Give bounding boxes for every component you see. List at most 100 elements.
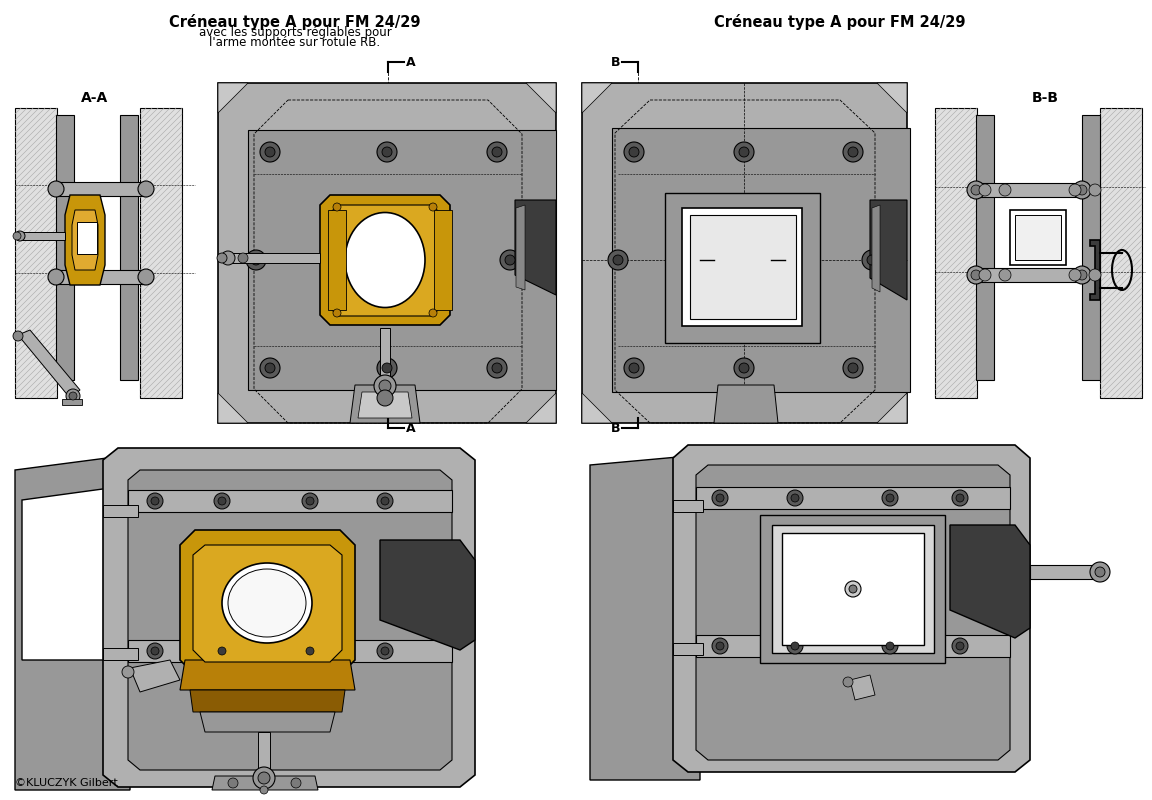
Polygon shape	[526, 83, 556, 113]
Circle shape	[787, 638, 803, 654]
Circle shape	[1089, 269, 1101, 281]
Bar	[582, 83, 907, 423]
Polygon shape	[200, 712, 335, 732]
Circle shape	[221, 251, 235, 265]
Polygon shape	[15, 455, 130, 790]
Circle shape	[382, 147, 392, 157]
Bar	[77, 222, 97, 254]
Polygon shape	[515, 200, 556, 295]
Polygon shape	[582, 393, 612, 423]
Bar	[20, 232, 65, 240]
Bar	[782, 533, 924, 645]
Circle shape	[862, 250, 882, 270]
Polygon shape	[358, 392, 412, 418]
Circle shape	[712, 490, 728, 506]
Polygon shape	[850, 675, 876, 700]
Circle shape	[952, 638, 968, 654]
Bar	[696, 635, 1010, 657]
Text: B-B: B-B	[1031, 91, 1059, 105]
Circle shape	[151, 497, 159, 505]
Bar	[935, 108, 977, 398]
Circle shape	[505, 255, 515, 265]
Text: B: B	[611, 55, 620, 69]
Circle shape	[265, 363, 275, 373]
Bar	[128, 490, 452, 512]
Circle shape	[882, 638, 899, 654]
Circle shape	[377, 142, 397, 162]
Circle shape	[217, 253, 227, 263]
Bar	[976, 183, 1082, 197]
Circle shape	[238, 253, 248, 263]
Ellipse shape	[344, 213, 425, 307]
Circle shape	[967, 181, 985, 199]
Circle shape	[717, 494, 723, 502]
Polygon shape	[380, 540, 475, 650]
Ellipse shape	[228, 569, 306, 637]
Polygon shape	[1090, 240, 1100, 300]
Circle shape	[381, 647, 389, 655]
Bar	[1010, 210, 1066, 265]
Circle shape	[374, 375, 396, 397]
Bar	[772, 525, 934, 653]
Circle shape	[253, 767, 275, 789]
Circle shape	[66, 389, 79, 403]
Bar	[258, 732, 270, 777]
Circle shape	[971, 185, 982, 195]
Circle shape	[260, 142, 280, 162]
Circle shape	[151, 647, 159, 655]
Circle shape	[492, 147, 502, 157]
Text: A: A	[406, 422, 416, 434]
Circle shape	[734, 358, 755, 378]
Bar	[15, 108, 56, 398]
Bar	[696, 487, 1010, 509]
Circle shape	[956, 642, 964, 650]
Circle shape	[251, 255, 262, 265]
Circle shape	[377, 390, 393, 406]
Polygon shape	[872, 205, 880, 292]
Circle shape	[613, 255, 623, 265]
Bar	[976, 268, 1082, 282]
Bar	[760, 515, 945, 663]
Bar	[328, 210, 346, 310]
Circle shape	[306, 497, 314, 505]
Bar	[434, 210, 452, 310]
Circle shape	[734, 142, 755, 162]
Bar	[690, 215, 796, 319]
Bar	[1015, 215, 1061, 260]
Bar	[56, 115, 74, 380]
Circle shape	[306, 647, 314, 655]
Circle shape	[848, 363, 858, 373]
Circle shape	[218, 647, 226, 655]
Circle shape	[291, 778, 301, 788]
Circle shape	[624, 142, 644, 162]
Text: avec les supports réglables pour: avec les supports réglables pour	[198, 26, 392, 39]
Circle shape	[999, 184, 1011, 196]
Polygon shape	[180, 530, 355, 675]
Circle shape	[712, 638, 728, 654]
Polygon shape	[714, 385, 778, 423]
Bar	[141, 108, 182, 398]
Polygon shape	[218, 393, 248, 423]
Polygon shape	[526, 393, 556, 423]
Circle shape	[15, 231, 25, 241]
Circle shape	[260, 786, 268, 794]
Circle shape	[967, 266, 985, 284]
Circle shape	[260, 358, 280, 378]
Polygon shape	[128, 470, 452, 770]
Circle shape	[333, 309, 341, 317]
Circle shape	[608, 250, 628, 270]
Polygon shape	[190, 690, 344, 712]
Circle shape	[971, 270, 982, 280]
Circle shape	[265, 147, 275, 157]
Circle shape	[214, 643, 230, 659]
Bar	[128, 640, 452, 662]
Circle shape	[882, 490, 899, 506]
Circle shape	[717, 642, 723, 650]
Bar	[62, 399, 82, 405]
Circle shape	[886, 642, 894, 650]
Circle shape	[629, 147, 639, 157]
Bar	[218, 83, 556, 423]
Circle shape	[218, 497, 226, 505]
Circle shape	[886, 494, 894, 502]
Circle shape	[381, 497, 389, 505]
